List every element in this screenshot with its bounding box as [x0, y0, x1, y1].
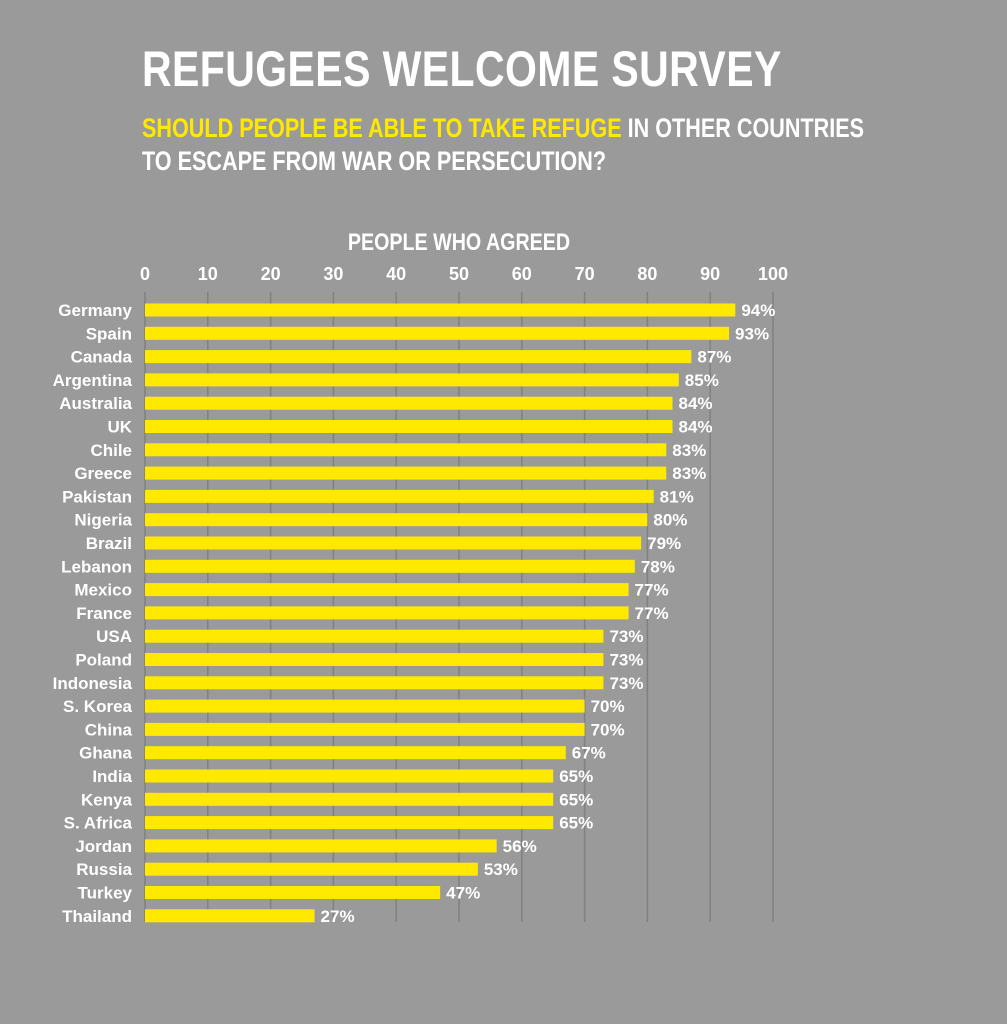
bar — [145, 909, 315, 923]
category-label: Mexico — [74, 581, 132, 600]
category-label: Turkey — [78, 884, 133, 903]
value-label: 65% — [559, 790, 593, 809]
bar — [145, 559, 635, 573]
category-label: Russia — [76, 860, 132, 879]
value-label: 53% — [484, 860, 518, 879]
value-label: 85% — [685, 371, 719, 390]
x-tick-label: 100 — [758, 264, 788, 284]
value-label: 73% — [609, 651, 643, 670]
x-tick-label: 30 — [323, 264, 343, 284]
value-label: 27% — [321, 907, 355, 926]
bar — [145, 676, 604, 690]
value-label: 73% — [609, 674, 643, 693]
bar — [145, 839, 497, 853]
value-label: 70% — [591, 720, 625, 739]
x-tick-label: 70 — [575, 264, 595, 284]
bar — [145, 350, 692, 364]
value-label: 56% — [503, 837, 537, 856]
bar — [145, 326, 730, 340]
category-label: Lebanon — [61, 557, 132, 576]
axis-title: PEOPLE WHO AGREED — [348, 228, 570, 255]
value-label: 77% — [635, 581, 669, 600]
category-label: Brazil — [86, 534, 132, 553]
x-tick-label: 90 — [700, 264, 720, 284]
chart-title: REFUGEES WELCOME SURVEY — [142, 41, 782, 97]
x-tick-label: 20 — [261, 264, 281, 284]
value-label: 80% — [653, 511, 687, 530]
category-label: China — [85, 720, 133, 739]
category-label: USA — [96, 627, 132, 646]
x-tick-label: 60 — [512, 264, 532, 284]
value-label: 79% — [647, 534, 681, 553]
bar — [145, 792, 554, 806]
value-label: 84% — [679, 394, 713, 413]
subtitle-rest: IN OTHER COUNTRIES — [621, 113, 865, 143]
category-label: UK — [107, 418, 132, 437]
bar — [145, 629, 604, 643]
bar — [145, 303, 736, 317]
bar — [145, 862, 478, 876]
category-label: Ghana — [79, 744, 132, 763]
bar — [145, 420, 673, 433]
bar — [145, 513, 648, 527]
x-tick-label: 40 — [386, 264, 406, 284]
category-label: Greece — [74, 464, 132, 483]
category-label: S. Africa — [64, 814, 133, 833]
category-label: Chile — [90, 441, 132, 460]
category-label: India — [92, 767, 132, 786]
x-tick-label: 50 — [449, 264, 469, 284]
bar — [145, 653, 604, 666]
value-label: 65% — [559, 767, 593, 786]
chart-subtitle: SHOULD PEOPLE BE ABLE TO TAKE REFUGE IN … — [142, 112, 864, 178]
value-label: 77% — [635, 604, 669, 623]
category-label: France — [76, 604, 132, 623]
bar — [145, 886, 441, 899]
value-label: 65% — [559, 814, 593, 833]
category-label: Poland — [75, 651, 132, 670]
category-label: Thailand — [62, 907, 132, 926]
value-label: 73% — [609, 627, 643, 646]
value-label: 70% — [591, 697, 625, 716]
bar — [145, 396, 673, 410]
category-label: Indonesia — [53, 674, 133, 693]
value-label: 94% — [741, 301, 775, 320]
subtitle-line2: TO ESCAPE FROM WAR OR PERSECUTION? — [142, 146, 607, 176]
category-label: Argentina — [53, 371, 133, 390]
category-label: S. Korea — [63, 697, 133, 716]
x-tick-label: 80 — [637, 264, 657, 284]
value-label: 81% — [660, 487, 694, 506]
value-label: 87% — [697, 348, 731, 367]
value-label: 78% — [641, 557, 675, 576]
bar — [145, 699, 585, 713]
bar — [145, 816, 554, 830]
bar — [145, 466, 667, 480]
x-tick-label: 0 — [140, 264, 150, 284]
category-label: Nigeria — [74, 511, 132, 530]
x-tick-label: 10 — [198, 264, 218, 284]
category-label: Kenya — [81, 790, 133, 809]
value-label: 93% — [735, 324, 769, 343]
bar — [145, 606, 629, 620]
value-label: 83% — [672, 441, 706, 460]
category-label: Canada — [71, 348, 133, 367]
category-label: Spain — [86, 324, 132, 343]
bar — [145, 443, 667, 457]
value-label: 67% — [572, 744, 606, 763]
bar — [145, 373, 679, 387]
value-label: 83% — [672, 464, 706, 483]
bar — [145, 722, 585, 736]
bar — [145, 769, 554, 783]
bar — [145, 746, 566, 760]
category-label: Australia — [59, 394, 132, 413]
value-label: 47% — [446, 884, 480, 903]
subtitle-highlight: SHOULD PEOPLE BE ABLE TO TAKE REFUGE — [142, 113, 622, 143]
category-label: Pakistan — [62, 487, 132, 506]
category-label: Jordan — [75, 837, 132, 856]
category-label: Germany — [58, 301, 132, 320]
bar — [145, 489, 654, 503]
bar — [145, 583, 629, 597]
bar — [145, 536, 642, 550]
value-label: 84% — [679, 418, 713, 437]
